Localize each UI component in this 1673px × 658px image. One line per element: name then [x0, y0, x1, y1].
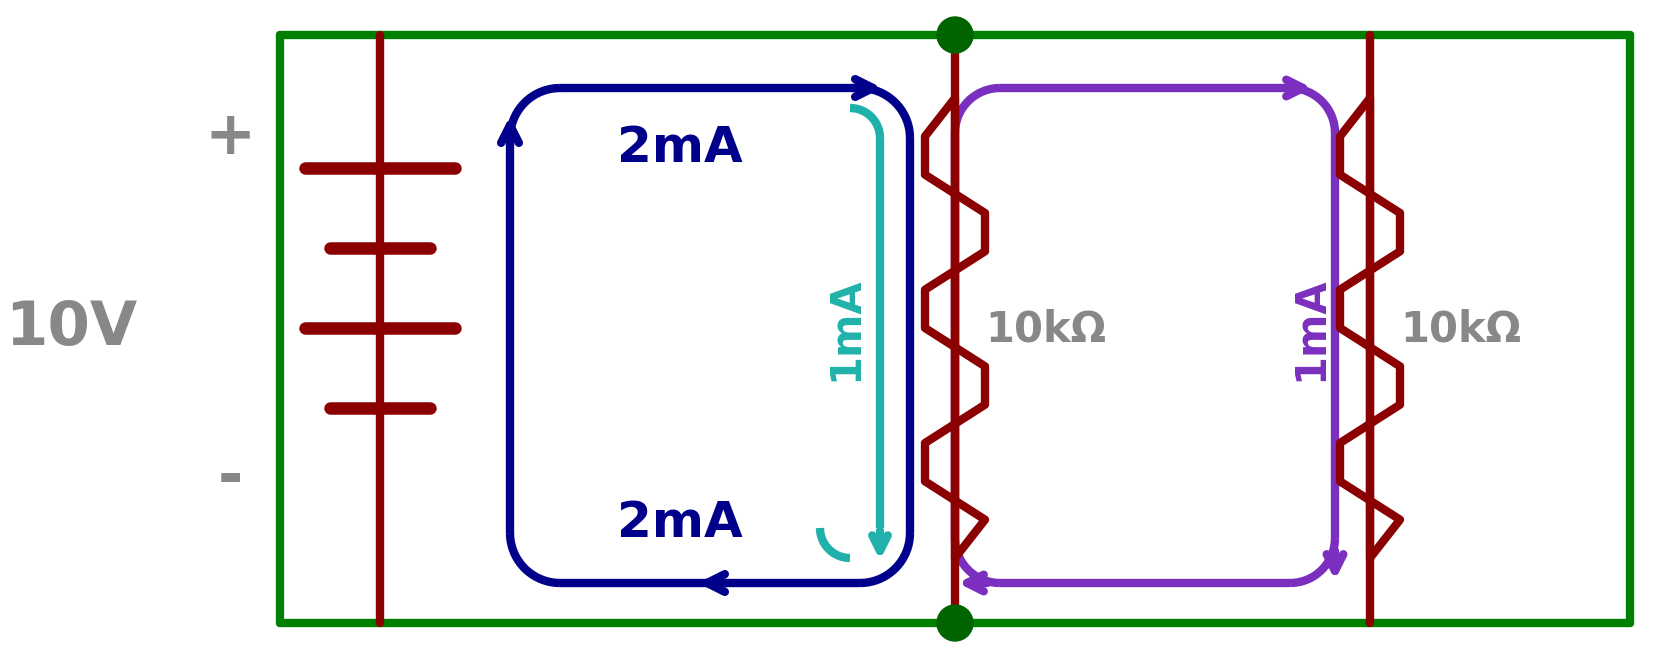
Text: -: - — [217, 449, 243, 507]
Text: 2mA: 2mA — [617, 499, 743, 547]
Text: 1mA: 1mA — [823, 276, 865, 382]
Text: +: + — [204, 109, 256, 168]
Text: 2mA: 2mA — [617, 124, 743, 172]
Text: 10V: 10V — [5, 299, 137, 359]
Text: 10kΩ: 10kΩ — [1399, 308, 1521, 350]
Circle shape — [937, 605, 972, 641]
Circle shape — [937, 17, 972, 53]
Text: 1mA: 1mA — [1288, 276, 1330, 382]
Text: 10kΩ: 10kΩ — [984, 308, 1106, 350]
